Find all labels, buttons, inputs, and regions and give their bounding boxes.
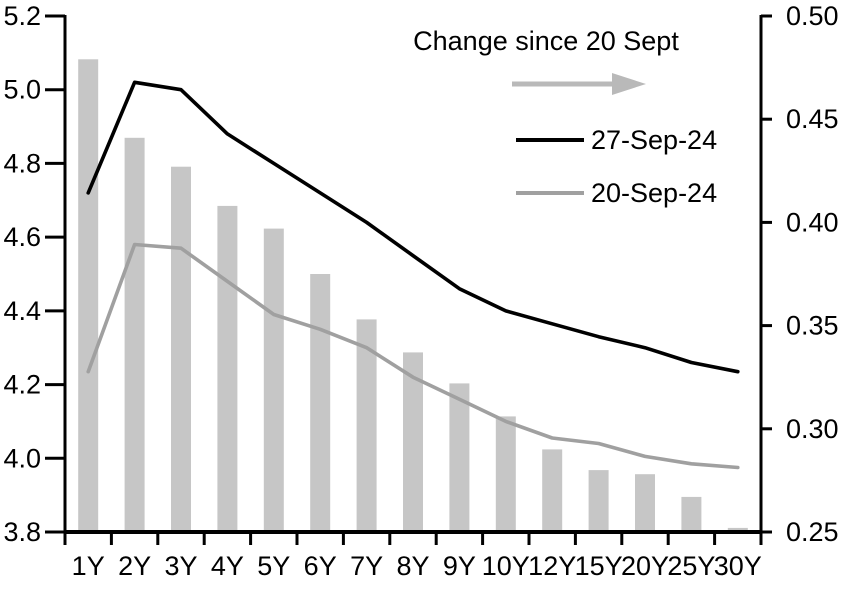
x-axis-label-3Y: 3Y [164,551,197,581]
right-axis-tick-label: 0.45 [786,104,839,134]
left-axis-tick-label: 4.8 [3,148,41,178]
bar-3Y [171,166,191,532]
x-axis-label-6Y: 6Y [304,551,337,581]
right-axis-tick-label: 0.25 [786,517,839,547]
legend-label-27-Sep-24: 27-Sep-24 [591,125,717,155]
x-axis-label-9Y: 9Y [443,551,476,581]
legend-label-20-Sep-24: 20-Sep-24 [591,178,717,208]
right-axis-tick-label: 0.30 [786,414,839,444]
bar-1Y [78,59,99,533]
x-axis-label-25Y: 25Y [667,551,715,581]
bar-9Y [449,383,470,532]
left-axis-tick-label: 3.8 [3,517,41,547]
left-axis-tick-label: 5.2 [3,1,41,31]
bar-25Y [681,496,702,532]
bar-5Y [263,228,284,532]
x-axis-label-7Y: 7Y [350,551,383,581]
x-axis-label-10Y: 10Y [482,551,530,581]
right-axis-tick-label: 0.40 [786,207,839,237]
x-axis-label-30Y: 30Y [714,551,762,581]
x-axis-label-2Y: 2Y [118,551,151,581]
x-axis-label-15Y: 15Y [575,551,623,581]
x-axis-label-12Y: 12Y [528,551,576,581]
legend-title: Change since 20 Sept [413,26,679,56]
bar-8Y [403,352,423,532]
bar-4Y [217,205,238,532]
legend-arrow-head-icon [612,73,646,95]
x-axis-label-4Y: 4Y [211,551,244,581]
left-axis-tick-label: 4.6 [3,222,41,252]
x-axis-label-20Y: 20Y [621,551,669,581]
bar-6Y [310,274,331,532]
line-20-Sep-24 [86,242,740,470]
left-axis-tick-label: 5.0 [3,75,41,105]
bar-30Y [727,527,748,532]
bar-20Y [635,474,655,532]
right-axis-tick-label: 0.50 [786,1,839,31]
bar-2Y [124,137,145,533]
line-27-Sep-24 [86,80,740,374]
left-axis-tick-label: 4.4 [3,296,41,326]
bar-15Y [588,470,609,532]
x-axis-label-5Y: 5Y [257,551,290,581]
bar-12Y [542,449,563,532]
x-axis-label-1Y: 1Y [72,551,105,581]
left-axis-tick-label: 4.2 [3,370,41,400]
bar-7Y [356,319,377,532]
x-axis-label-8Y: 8Y [396,551,429,581]
left-axis-tick-label: 4.0 [3,443,41,473]
right-axis-tick-label: 0.35 [786,311,839,341]
bar-10Y [495,416,516,532]
